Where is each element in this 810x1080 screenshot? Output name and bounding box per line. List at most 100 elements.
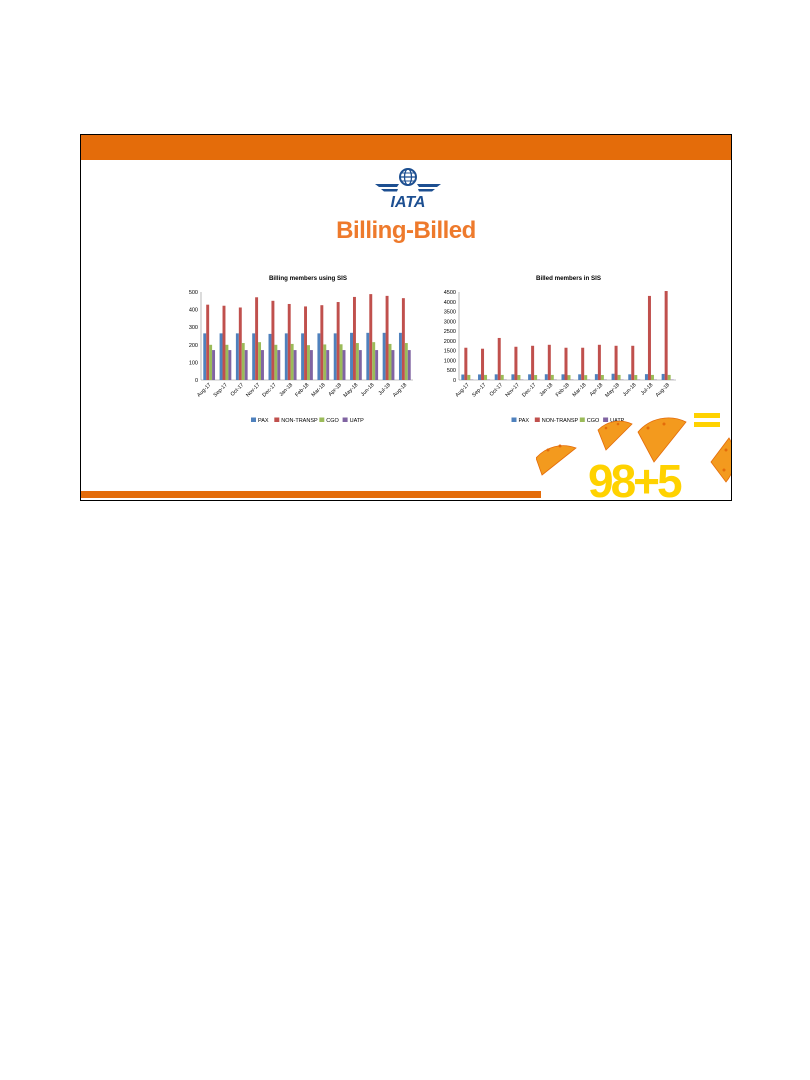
x-tick-label: Nov-17 bbox=[245, 382, 261, 398]
chart-title: Billing members using SIS bbox=[269, 275, 347, 282]
bar-pax-jan-18 bbox=[544, 374, 548, 380]
x-tick-label: Jan-18 bbox=[278, 382, 294, 398]
bar-non-transp-feb-18 bbox=[304, 306, 307, 380]
bar-pax-may-18 bbox=[611, 373, 615, 380]
x-tick-label: Feb-18 bbox=[555, 382, 571, 398]
iata-logo: IATA bbox=[375, 168, 441, 211]
bar-cgo-sep-17 bbox=[484, 374, 488, 380]
y-tick-label: 200 bbox=[189, 343, 198, 349]
bar-non-transp-jan-18 bbox=[547, 344, 551, 380]
bar-pax-mar-18 bbox=[317, 333, 321, 380]
top-orange-bar bbox=[81, 135, 731, 160]
bar-pax-oct-17 bbox=[494, 374, 498, 380]
x-tick-label: Dec-17 bbox=[261, 382, 277, 398]
bar-uatp-aug-18 bbox=[407, 350, 411, 380]
x-tick-label: Oct-17 bbox=[489, 382, 505, 398]
x-tick-label: Aug-17 bbox=[454, 382, 470, 398]
y-tick-label: 300 bbox=[189, 325, 198, 331]
bar-cgo-oct-17 bbox=[500, 374, 504, 380]
legend-swatch bbox=[579, 417, 585, 422]
x-tick-label: Aug-17 bbox=[196, 382, 212, 398]
bar-non-transp-nov-17 bbox=[255, 297, 259, 380]
legend-label: NON-TRANSP bbox=[542, 418, 579, 424]
bar-uatp-sep-17 bbox=[228, 350, 232, 380]
bar-non-transp-jul-18 bbox=[647, 295, 651, 380]
x-tick-label: Feb-18 bbox=[294, 382, 310, 398]
legend-swatch bbox=[319, 417, 325, 422]
bar-non-transp-mar-18 bbox=[581, 347, 585, 380]
legend-label: PAX bbox=[519, 418, 530, 424]
legend-label: CGO bbox=[587, 418, 600, 424]
bar-pax-apr-18 bbox=[594, 374, 598, 380]
slide: IATA Billing-Billed Billing members usin… bbox=[80, 134, 732, 501]
wings-icon bbox=[375, 184, 441, 192]
y-tick-label: 500 bbox=[189, 290, 198, 296]
y-tick-label: 2000 bbox=[444, 339, 456, 345]
bar-pax-aug-17 bbox=[203, 333, 207, 380]
bar-pax-apr-18 bbox=[333, 333, 337, 380]
bar-pax-jun-18 bbox=[366, 332, 370, 380]
bar-pax-dec-17 bbox=[528, 374, 532, 380]
bar-non-transp-oct-17 bbox=[238, 307, 242, 380]
x-tick-label: Dec-17 bbox=[521, 382, 537, 398]
legend-swatch bbox=[603, 417, 609, 422]
slide-title: Billing-Billed bbox=[336, 217, 476, 244]
bar-pax-sep-17 bbox=[219, 333, 223, 380]
fan-icon bbox=[536, 417, 731, 483]
bar-uatp-oct-17 bbox=[244, 350, 248, 380]
x-tick-label: Jan-18 bbox=[539, 382, 555, 398]
bar-cgo-may-18 bbox=[355, 343, 359, 380]
bar-pax-dec-17 bbox=[268, 333, 272, 380]
x-tick-label: Jun-18 bbox=[622, 382, 638, 398]
x-tick-label: Jul-18 bbox=[378, 382, 392, 396]
x-tick-label: Jul-18 bbox=[640, 382, 654, 396]
globe-icon bbox=[399, 168, 417, 186]
bar-cgo-jun-18 bbox=[372, 342, 376, 380]
bar-non-transp-aug-17 bbox=[464, 347, 468, 380]
bar-cgo-feb-18 bbox=[307, 345, 310, 380]
bar-cgo-aug-17 bbox=[209, 344, 213, 380]
bar-cgo-nov-17 bbox=[258, 342, 262, 380]
y-tick-label: 3000 bbox=[444, 319, 456, 325]
bar-cgo-nov-17 bbox=[517, 375, 521, 380]
chart-billing-members: Billing members using SIS 0 100 200 300 400 50… bbox=[189, 275, 413, 424]
bar-cgo-dec-17 bbox=[534, 375, 538, 380]
bar-cgo-apr-18 bbox=[339, 344, 343, 380]
bar-non-transp-jul-18 bbox=[385, 295, 389, 380]
x-tick-label: Apr-18 bbox=[589, 382, 605, 398]
bar-cgo-jul-18 bbox=[650, 374, 654, 380]
bar-cgo-apr-18 bbox=[600, 375, 604, 380]
bar-cgo-mar-18 bbox=[584, 375, 588, 380]
bar-non-transp-oct-17 bbox=[497, 337, 501, 380]
bar-cgo-jan-18 bbox=[290, 343, 294, 380]
bar-cgo-jan-18 bbox=[550, 374, 554, 380]
bar-uatp-may-18 bbox=[358, 350, 362, 380]
bar-pax-jul-18 bbox=[382, 332, 386, 380]
x-tick-label: Aug-18 bbox=[392, 382, 408, 398]
bar-uatp-dec-17 bbox=[277, 350, 281, 380]
fan-dots bbox=[546, 422, 728, 472]
bar-uatp-jan-18 bbox=[293, 350, 297, 380]
bar-uatp-mar-18 bbox=[326, 350, 330, 380]
bar-non-transp-aug-18 bbox=[664, 291, 668, 380]
bar-non-transp-jan-18 bbox=[287, 303, 291, 380]
x-tick-label: Mar-18 bbox=[571, 382, 587, 398]
bar-cgo-mar-18 bbox=[323, 344, 327, 380]
bar-cgo-aug-17 bbox=[467, 374, 471, 380]
bar-non-transp-sep-17 bbox=[481, 348, 485, 380]
bar-pax-oct-17 bbox=[235, 333, 239, 380]
legend-label: PAX bbox=[258, 418, 269, 424]
x-tick-label: May-18 bbox=[343, 382, 360, 399]
x-tick-label: Sep-17 bbox=[213, 382, 229, 398]
legend-swatch bbox=[534, 417, 540, 422]
bar-uatp-aug-17 bbox=[212, 350, 216, 380]
x-tick-label: Apr-18 bbox=[328, 382, 344, 398]
bar-non-transp-nov-17 bbox=[514, 346, 518, 380]
bar-non-transp-apr-18 bbox=[336, 302, 340, 380]
bar-uatp-feb-18 bbox=[309, 350, 313, 380]
legend-label: NON-TRANSP bbox=[281, 418, 318, 424]
bar-cgo-aug-18 bbox=[404, 343, 408, 380]
x-tick-label: Jun-18 bbox=[360, 382, 376, 398]
y-tick-label: 500 bbox=[447, 368, 456, 374]
legend-swatch bbox=[511, 417, 517, 422]
